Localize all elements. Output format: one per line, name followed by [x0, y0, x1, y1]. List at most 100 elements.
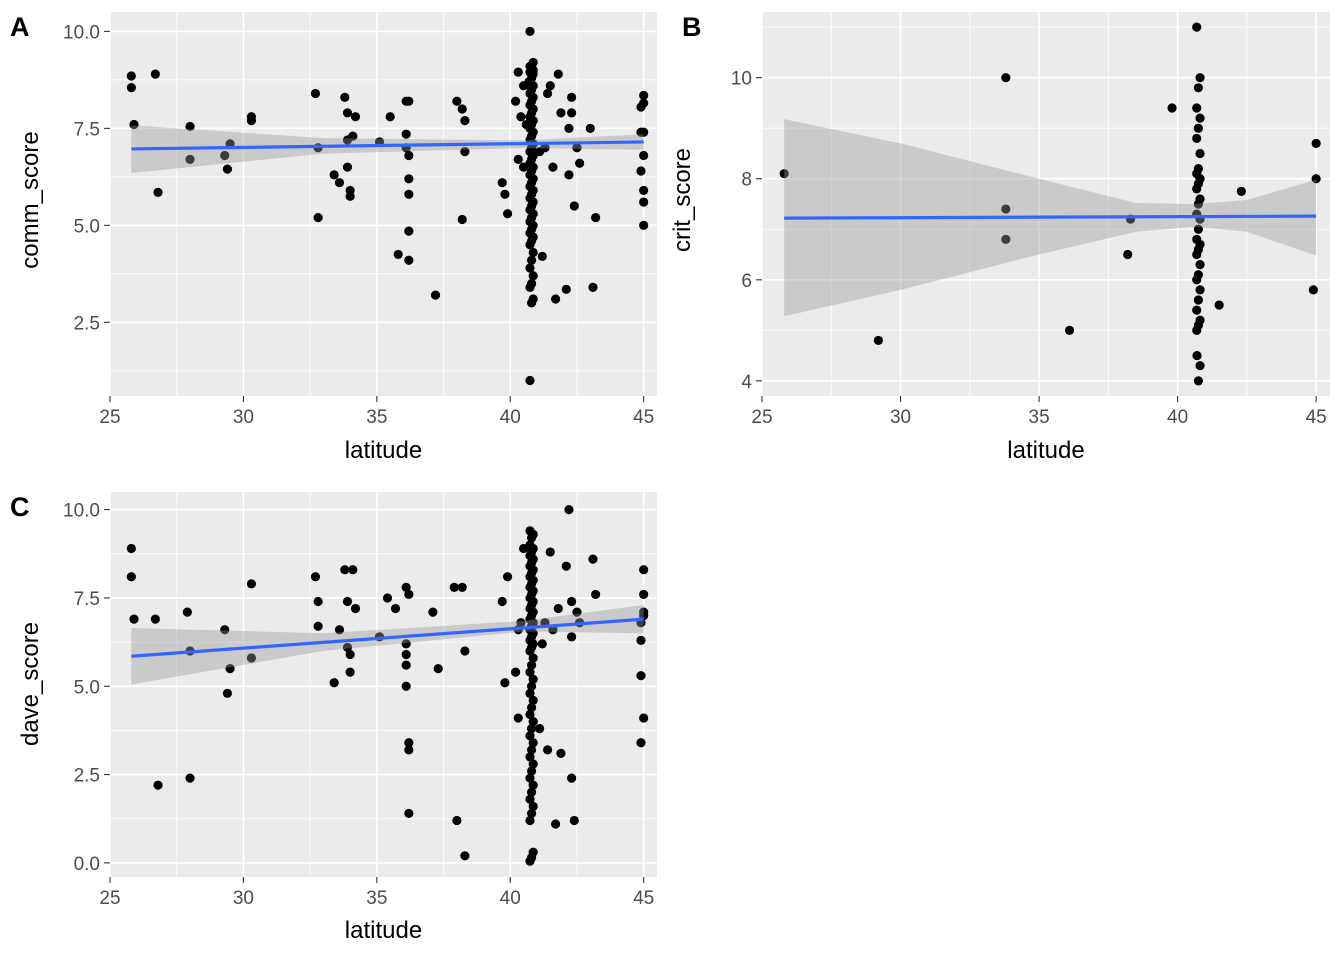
x-tick-label: 45 [633, 888, 654, 909]
data-point [526, 808, 537, 819]
x-tick-label: 30 [890, 407, 911, 428]
panel-tag-c: C [10, 492, 30, 522]
data-point [129, 119, 139, 130]
data-point [329, 678, 339, 688]
x-tick-label: 35 [366, 888, 387, 909]
data-point [567, 108, 577, 118]
data-point [525, 752, 535, 762]
data-point [222, 688, 233, 698]
data-point [636, 671, 646, 681]
data-point [528, 674, 538, 684]
data-point [502, 209, 513, 219]
data-point [382, 593, 393, 603]
y-tick-label: 4 [741, 372, 752, 393]
data-point [401, 649, 411, 660]
data-point [525, 731, 535, 741]
data-point [500, 678, 510, 688]
data-point [126, 71, 136, 81]
x-tick-label: 40 [1167, 407, 1188, 428]
y-tick-label: 0.0 [74, 854, 100, 875]
data-point [246, 579, 257, 589]
x-tick-label: 30 [233, 888, 254, 909]
data-point [497, 596, 507, 607]
x-tick-label: 45 [1306, 407, 1327, 428]
data-point [1214, 300, 1224, 310]
data-point [404, 255, 414, 265]
data-point [430, 290, 441, 300]
data-point [404, 189, 414, 199]
data-point [636, 635, 646, 645]
data-point [516, 618, 526, 628]
data-point [185, 121, 195, 132]
data-point [126, 543, 136, 554]
data-point [528, 759, 538, 769]
data-point [1193, 83, 1203, 93]
y-tick-label: 2.5 [74, 766, 100, 787]
data-point [1193, 295, 1203, 305]
data-point [545, 81, 555, 91]
data-point [342, 642, 353, 653]
data-point [246, 653, 257, 663]
data-point [401, 582, 411, 592]
x-tick-label: 35 [1029, 407, 1050, 428]
data-point [553, 603, 563, 614]
data-point [1167, 103, 1177, 113]
data-point [220, 150, 230, 161]
data-point [401, 660, 411, 670]
y-tick-label: 2.5 [74, 313, 100, 334]
data-point [404, 150, 414, 161]
data-point [404, 96, 414, 106]
plot-background [762, 12, 1330, 396]
data-point [225, 664, 235, 674]
data-point [345, 667, 355, 677]
data-point [350, 112, 361, 122]
data-point [526, 702, 537, 713]
data-point [636, 127, 646, 137]
confidence-band [131, 605, 644, 685]
data-point [457, 104, 467, 114]
data-point [1001, 234, 1011, 244]
data-point [564, 170, 574, 180]
data-point [1195, 113, 1205, 123]
regression-line [784, 214, 1317, 220]
data-point [528, 271, 538, 281]
data-point [1192, 249, 1202, 260]
data-point [873, 335, 883, 346]
x-axis-title: latitude [345, 437, 422, 464]
x-tick-label: 30 [233, 407, 254, 428]
data-point [1193, 123, 1203, 133]
data-point [153, 187, 163, 197]
data-point [525, 856, 535, 866]
data-point [540, 143, 550, 153]
data-point [543, 745, 553, 755]
data-point [588, 282, 598, 292]
data-point [636, 738, 646, 748]
data-point [564, 123, 574, 133]
y-tick-label: 7.5 [74, 589, 100, 610]
data-point [1193, 376, 1203, 386]
data-point [556, 748, 566, 758]
data-point [537, 639, 547, 649]
data-point [452, 815, 462, 826]
data-point [1192, 22, 1202, 32]
data-point [1192, 350, 1202, 361]
data-point [779, 169, 789, 179]
data-point [460, 646, 470, 656]
data-point [1195, 73, 1205, 83]
data-point [401, 639, 411, 649]
data-point [528, 653, 538, 663]
data-point [534, 724, 545, 734]
y-tick-label: 6 [741, 271, 752, 292]
data-point [342, 108, 353, 118]
data-point [153, 780, 163, 790]
panel-b: 25 30 35 40 45 4 6 8 10 latitude crit_score B [669, 12, 1330, 464]
data-point [510, 96, 521, 106]
y-tick-label: 8 [741, 170, 752, 191]
data-point [500, 189, 510, 199]
data-point [526, 533, 537, 543]
data-point [639, 185, 649, 196]
data-point [1192, 184, 1202, 194]
data-point [1311, 138, 1321, 148]
data-point [1001, 73, 1011, 83]
